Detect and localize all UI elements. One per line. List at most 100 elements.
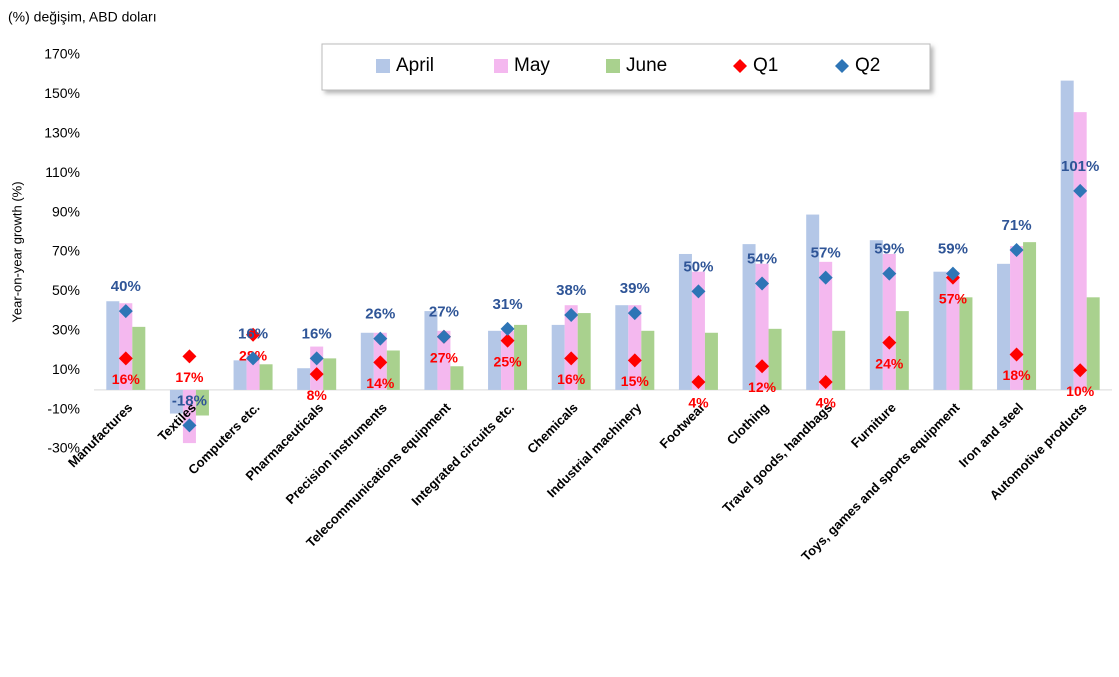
- bar: [488, 330, 502, 390]
- data-label: 71%: [1002, 217, 1032, 234]
- data-label: 16%: [557, 371, 586, 387]
- data-label: 27%: [430, 349, 459, 365]
- y-tick-label: 90%: [52, 203, 80, 219]
- x-tick-label: Chemicals: [524, 400, 581, 457]
- marker: [500, 333, 515, 348]
- y-tick-label: 10%: [52, 361, 80, 377]
- y-tick-label: 130%: [44, 125, 80, 141]
- marker: [246, 327, 261, 342]
- bar: [755, 263, 769, 390]
- bar: [959, 297, 973, 390]
- bar: [946, 271, 960, 390]
- legend-label: April: [396, 55, 434, 76]
- bar: [869, 240, 883, 390]
- marker: [627, 353, 642, 368]
- marker: [882, 266, 897, 281]
- marker: [691, 284, 706, 299]
- marker: [882, 335, 897, 350]
- bar: [678, 253, 692, 390]
- marker: [1009, 347, 1024, 362]
- y-tick-label: 70%: [52, 243, 80, 259]
- data-label: 27%: [429, 304, 459, 321]
- marker: [818, 375, 833, 390]
- data-label: 40%: [111, 278, 141, 295]
- marker: [818, 270, 833, 285]
- data-label: 17%: [175, 369, 204, 385]
- data-label: 59%: [874, 241, 904, 258]
- bar: [195, 389, 209, 416]
- marker: [627, 306, 642, 321]
- x-tick-label: Travel goods, handbags: [719, 400, 835, 516]
- marker: [691, 375, 706, 390]
- data-label: 14%: [366, 375, 395, 391]
- bar: [259, 364, 273, 390]
- y-tick-label: -10%: [47, 400, 80, 416]
- marker: [564, 308, 579, 323]
- x-tick-label: Clothing: [724, 400, 772, 448]
- bar: [450, 366, 464, 390]
- bar: [691, 271, 705, 390]
- data-label: 4%: [688, 395, 709, 411]
- bar: [768, 328, 782, 390]
- y-tick-label: 150%: [44, 85, 80, 101]
- marker: [373, 355, 388, 370]
- data-label: 31%: [493, 296, 523, 313]
- bar: [1073, 112, 1087, 390]
- data-label: 25%: [494, 353, 523, 369]
- y-tick-label: 50%: [52, 282, 80, 298]
- data-label: 101%: [1061, 158, 1099, 175]
- legend-box: [321, 43, 931, 91]
- marker: [945, 266, 960, 281]
- subtitle: (%) değişim, ABD doları: [8, 9, 157, 25]
- bar: [997, 263, 1011, 390]
- data-label: 57%: [811, 245, 841, 262]
- bar: [1023, 242, 1037, 390]
- legend-label: Q1: [753, 55, 778, 76]
- bar: [551, 324, 565, 390]
- bar: [182, 389, 196, 444]
- data-label: 12%: [748, 379, 777, 395]
- bar: [233, 360, 247, 390]
- data-label: 54%: [747, 250, 777, 267]
- bar: [246, 354, 260, 390]
- bar: [577, 313, 591, 390]
- bar: [704, 332, 718, 390]
- data-label: 38%: [556, 282, 586, 299]
- y-axis-label: Year-on-year growth (%): [9, 181, 24, 322]
- bar: [882, 253, 896, 390]
- data-label: 18%: [1003, 367, 1032, 383]
- data-label: -18%: [172, 392, 207, 409]
- bar: [819, 261, 833, 390]
- marker: [1073, 183, 1088, 198]
- bar: [386, 350, 400, 390]
- data-label: 50%: [683, 258, 713, 275]
- data-label: 4%: [816, 395, 837, 411]
- bar: [360, 332, 374, 390]
- marker: [1009, 243, 1024, 258]
- data-label: 8%: [307, 387, 328, 403]
- bar: [323, 358, 337, 390]
- data-label: 39%: [620, 280, 650, 297]
- bar: [641, 330, 655, 390]
- marker: [182, 349, 197, 364]
- marker: [309, 351, 324, 366]
- marker: [1073, 363, 1088, 378]
- marker: [436, 329, 451, 344]
- y-tick-label: 170%: [44, 46, 80, 62]
- marker: [755, 359, 770, 374]
- legend-swatch: [376, 59, 390, 73]
- data-label: 16%: [238, 325, 268, 342]
- bar: [615, 305, 629, 390]
- bar: [628, 305, 642, 390]
- y-tick-label: 110%: [45, 164, 80, 180]
- legend-label: June: [626, 55, 667, 76]
- data-label: 15%: [621, 373, 650, 389]
- x-tick-label: Furniture: [848, 400, 899, 451]
- marker: [246, 351, 261, 366]
- marker: [118, 351, 133, 366]
- bar: [424, 311, 438, 390]
- bar: [437, 330, 451, 390]
- data-label: 59%: [938, 241, 968, 258]
- legend-swatch: [494, 59, 508, 73]
- marker: [564, 351, 579, 366]
